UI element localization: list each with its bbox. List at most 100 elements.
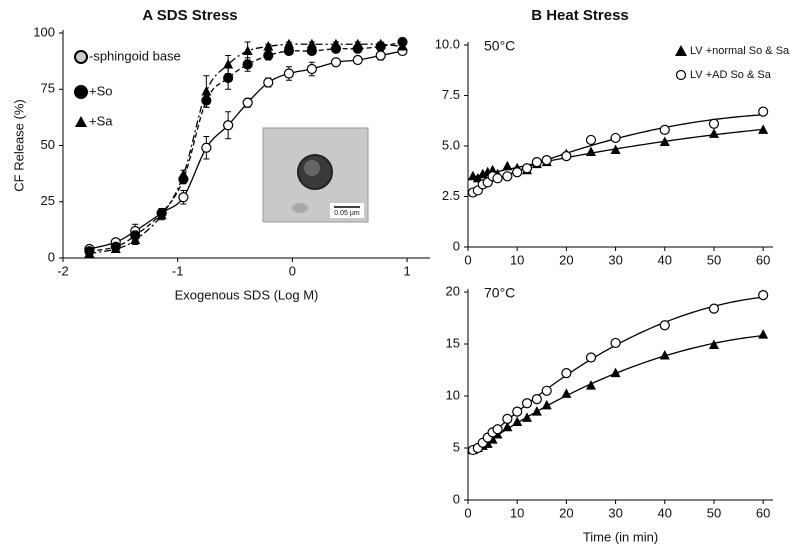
triangle-marker <box>397 41 408 51</box>
open-circle-marker <box>330 57 342 68</box>
triangle-marker <box>242 45 253 55</box>
open-circle-marker <box>512 167 523 178</box>
legend-marker <box>74 50 88 64</box>
triangle-marker <box>541 399 552 410</box>
open-circle-marker <box>659 320 670 331</box>
open-circle-marker <box>512 406 523 417</box>
x-tick-label: 30 <box>608 505 622 520</box>
open-circle-marker <box>659 124 670 135</box>
triangle-marker <box>758 329 769 339</box>
triangle-marker <box>531 406 542 416</box>
x-tick-label: 30 <box>608 252 622 267</box>
triangle-marker <box>522 412 533 422</box>
open-circle-marker <box>561 368 572 379</box>
triangle-marker <box>306 38 317 49</box>
open-circle-marker <box>502 413 513 424</box>
triangle-marker <box>502 421 513 432</box>
legend-marker <box>675 69 687 81</box>
legend-label: -sphingoid base <box>89 48 181 63</box>
open-circle-marker <box>521 163 533 174</box>
x-axis-label: Time (in min) <box>583 529 658 544</box>
open-circle-marker <box>306 63 317 75</box>
x-tick-label: 20 <box>559 505 573 520</box>
y-tick-label: 2.5 <box>442 188 460 203</box>
open-circle-marker <box>201 142 212 153</box>
x-tick-label: 0 <box>464 505 471 520</box>
open-circle-marker <box>708 118 720 129</box>
open-circle-marker <box>223 120 234 131</box>
triangle-marker <box>352 38 363 49</box>
inset-speck <box>292 203 308 213</box>
open-circle-marker <box>541 155 552 166</box>
x-tick-label: 0 <box>289 263 296 278</box>
open-circle-marker <box>521 398 533 409</box>
x-tick-label: 50 <box>707 252 721 267</box>
open-circle-marker <box>352 54 363 66</box>
legend-label: +So <box>89 83 113 98</box>
x-axis-label: Exogenous SDS (Log M) <box>175 287 319 302</box>
triangle-marker <box>758 124 769 134</box>
x-tick-label: 1 <box>403 263 410 278</box>
open-circle-marker <box>283 68 295 79</box>
triangle-marker <box>585 146 596 157</box>
x-tick-label: 40 <box>658 505 672 520</box>
panel-title: B Heat Stress <box>531 7 629 24</box>
open-circle-marker <box>492 424 503 435</box>
y-tick-label: 10.0 <box>435 36 460 51</box>
y-tick-label: 75 <box>41 81 55 96</box>
open-circle-marker <box>531 157 542 168</box>
triangle-marker <box>223 59 234 69</box>
open-circle-marker <box>585 134 597 146</box>
x-tick-label: -2 <box>57 263 69 278</box>
open-circle-marker <box>758 106 769 117</box>
triangle-marker <box>659 349 670 360</box>
open-circle-marker <box>708 303 720 314</box>
x-tick-label: 0 <box>464 252 471 267</box>
y-tick-label: 20 <box>446 283 460 298</box>
triangle-marker <box>201 86 212 96</box>
series-line <box>89 41 403 252</box>
triangle-marker <box>708 339 719 350</box>
filled-circle-marker <box>242 59 253 70</box>
y-tick-label: 100 <box>33 24 55 39</box>
legend-label: +Sa <box>89 113 113 128</box>
open-circle-marker <box>531 394 542 405</box>
triangle-marker <box>708 128 719 138</box>
triangle-marker <box>610 367 621 378</box>
open-circle-marker <box>541 385 552 396</box>
y-tick-label: 25 <box>41 193 55 208</box>
triangle-marker <box>561 388 572 398</box>
triangle-marker <box>84 248 95 258</box>
y-tick-label: 0 <box>453 238 460 253</box>
triangle-marker <box>156 209 167 220</box>
triangle-marker <box>610 144 621 155</box>
panel-annotation: 50°C <box>484 38 515 54</box>
open-circle-marker <box>492 173 503 184</box>
y-tick-label: 0 <box>453 491 460 506</box>
open-circle-marker <box>561 151 572 162</box>
triangle-marker <box>110 243 121 253</box>
panel-annotation: 70°C <box>484 285 515 301</box>
x-tick-label: 40 <box>658 252 672 267</box>
x-tick-label: 10 <box>510 505 524 520</box>
open-circle-marker <box>242 97 253 108</box>
open-circle-marker <box>585 352 597 363</box>
open-circle-marker <box>610 132 621 144</box>
open-circle-marker <box>178 192 189 203</box>
x-tick-label: 60 <box>756 252 770 267</box>
y-tick-label: 0 <box>48 249 55 264</box>
x-tick-label: 60 <box>756 505 770 520</box>
x-tick-label: 50 <box>707 505 721 520</box>
inset-micrograph: 0.05 µm <box>262 127 369 223</box>
y-tick-label: 5 <box>453 439 460 454</box>
y-tick-label: 7.5 <box>442 87 460 102</box>
panel-title: A SDS Stress <box>142 7 237 24</box>
inset-vesicle-core <box>304 160 320 176</box>
triangle-marker <box>585 380 596 390</box>
filled-circle-marker <box>263 50 274 61</box>
x-tick-label: -1 <box>172 263 184 278</box>
x-tick-label: 20 <box>559 252 573 267</box>
open-circle-marker <box>375 50 386 61</box>
filled-circle-marker <box>223 72 234 84</box>
